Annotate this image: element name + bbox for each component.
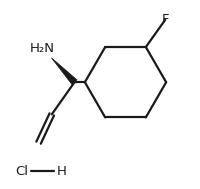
- Polygon shape: [51, 58, 77, 84]
- Text: Cl: Cl: [15, 165, 28, 177]
- Text: H₂N: H₂N: [30, 42, 55, 55]
- Text: F: F: [161, 13, 169, 26]
- Text: H: H: [56, 165, 66, 177]
